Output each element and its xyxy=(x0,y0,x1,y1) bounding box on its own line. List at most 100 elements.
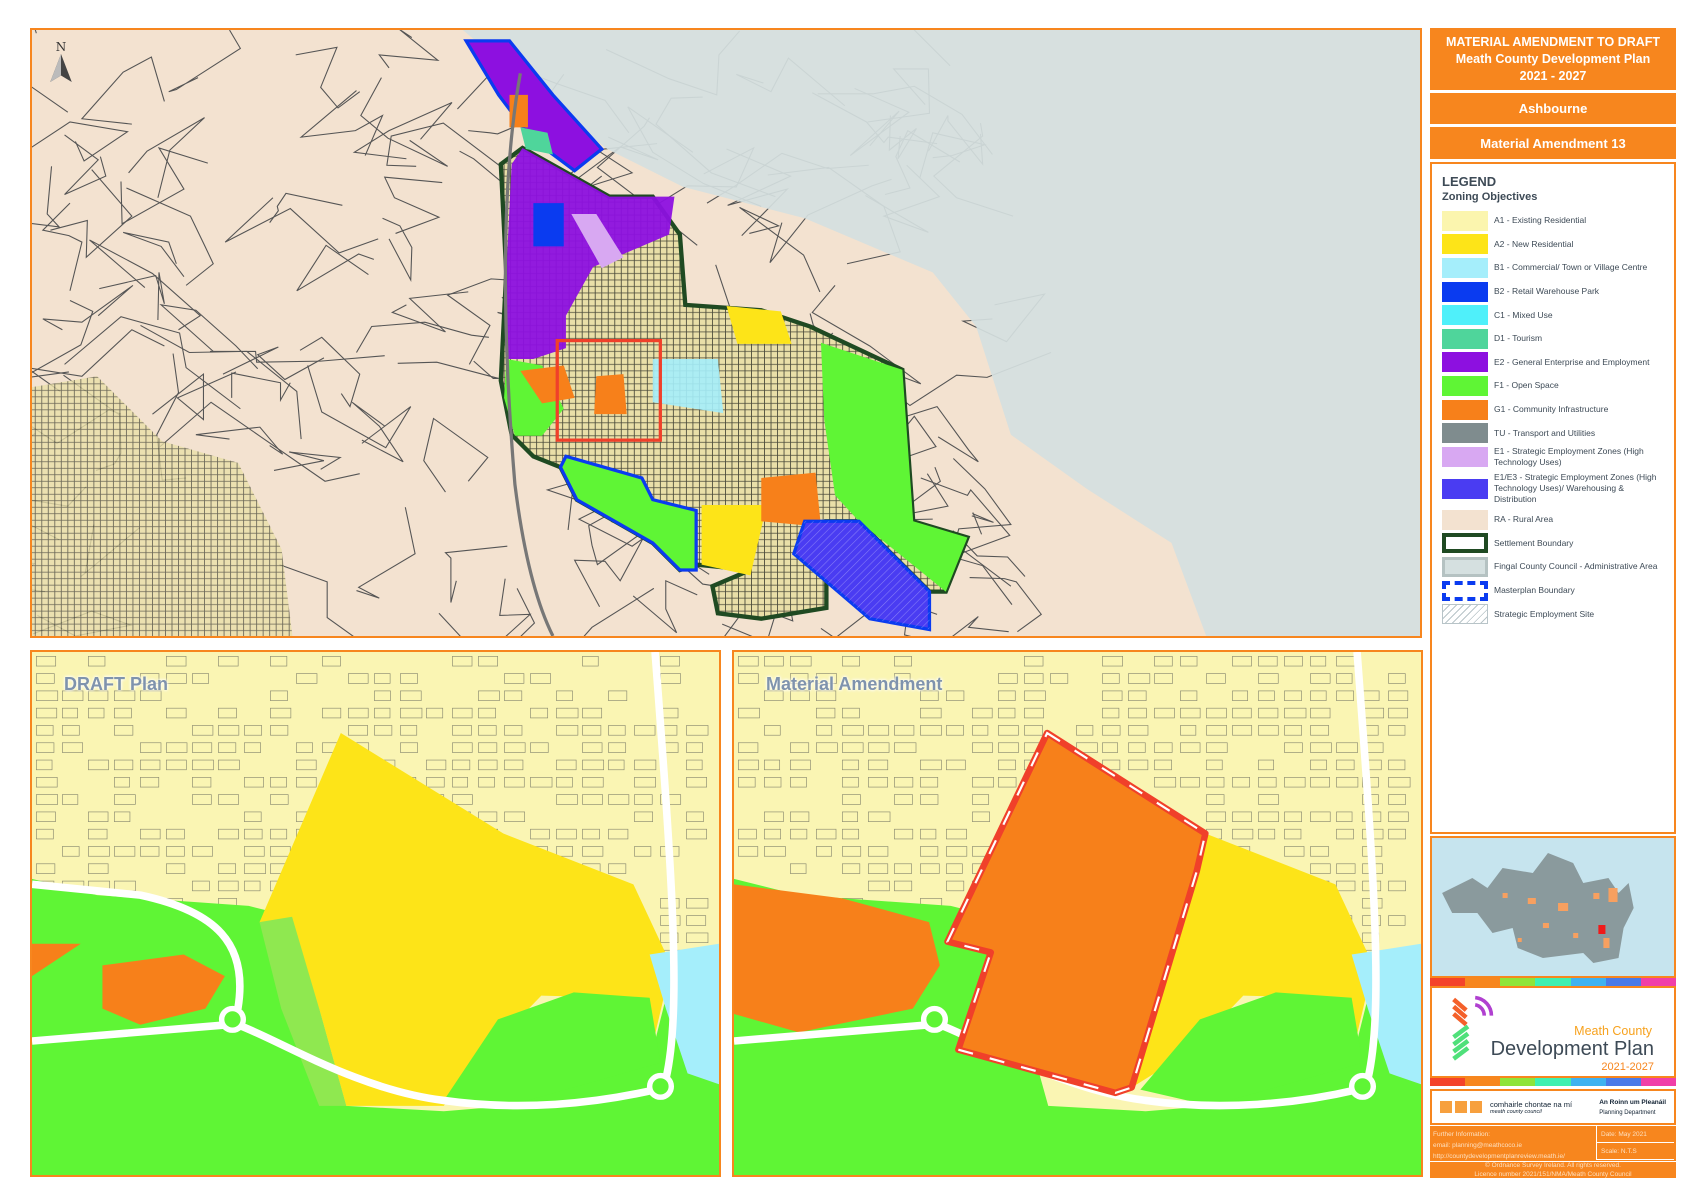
building-footprint xyxy=(504,811,525,822)
building-footprint xyxy=(192,846,213,857)
building-footprint xyxy=(660,932,679,943)
strip-segment xyxy=(1570,978,1606,986)
building-footprint xyxy=(218,655,239,667)
building-footprint xyxy=(374,690,391,701)
building-footprint xyxy=(244,880,261,892)
amendment-site-locator-box[interactable] xyxy=(555,338,662,442)
field-boundary-line xyxy=(351,401,404,463)
building-footprint xyxy=(972,811,990,822)
building-footprint xyxy=(88,846,110,857)
zone-g1-west xyxy=(520,365,575,404)
building-footprint xyxy=(1206,707,1227,719)
field-boundary-line xyxy=(588,503,651,566)
building-footprint xyxy=(1206,673,1226,684)
building-footprint xyxy=(998,777,1017,788)
building-footprint xyxy=(1284,707,1307,719)
building-footprint xyxy=(530,707,549,719)
building-footprint xyxy=(192,777,212,788)
building-footprint xyxy=(1154,707,1175,719)
legend-swatch xyxy=(1442,478,1488,499)
building-footprint xyxy=(1102,707,1120,719)
building-footprint xyxy=(946,828,967,840)
field-boundary-line xyxy=(32,300,94,378)
building-footprint xyxy=(1206,777,1225,788)
building-footprint xyxy=(452,794,473,805)
website-link[interactable]: http://countydevelopmentplanreview.meath… xyxy=(1433,1153,1565,1160)
zone-f1-green-wedge xyxy=(259,916,347,1106)
building-footprint xyxy=(348,725,368,736)
building-footprint xyxy=(504,690,523,701)
building-footprint xyxy=(1180,707,1201,719)
building-footprint xyxy=(530,777,553,788)
field-boundary-line xyxy=(279,564,354,636)
strip-segment xyxy=(1430,978,1466,986)
legend-item: B1 - Commercial/ Town or Village Centre xyxy=(1442,256,1664,280)
building-footprint xyxy=(1128,690,1147,701)
building-footprint xyxy=(530,673,551,684)
legend-swatch xyxy=(1442,328,1488,349)
field-boundary-line xyxy=(152,371,237,421)
building-footprint xyxy=(114,707,132,719)
strip-segment xyxy=(1570,1078,1606,1086)
building-footprint xyxy=(36,794,58,805)
field-boundary-line xyxy=(307,365,412,449)
legend-label: B1 - Commercial/ Town or Village Centre xyxy=(1494,262,1648,273)
building-footprint xyxy=(972,707,993,719)
zone-b1-town-centre xyxy=(652,358,724,414)
strip-segment xyxy=(1500,978,1536,986)
building-footprint xyxy=(1206,742,1228,753)
building-footprint xyxy=(582,725,602,736)
zone-d1-tourism xyxy=(520,127,553,155)
building-footprint xyxy=(504,725,523,736)
building-footprint xyxy=(556,707,579,719)
zone-b1-commercial xyxy=(649,943,719,1085)
building-footprint xyxy=(868,863,889,874)
building-footprint xyxy=(1232,811,1252,822)
main-overview-map[interactable]: N xyxy=(30,28,1422,638)
building-footprint xyxy=(894,673,911,684)
building-footprint xyxy=(790,690,810,701)
zone-f1-inner xyxy=(1140,992,1363,1106)
building-footprint xyxy=(998,673,1018,684)
building-footprint xyxy=(1076,742,1098,753)
draft-plan-map[interactable]: DRAFT Plan xyxy=(30,650,721,1177)
legend-swatch xyxy=(1442,447,1488,468)
field-boundary-line xyxy=(423,417,489,493)
building-footprint xyxy=(764,828,781,840)
building-footprint xyxy=(192,794,212,805)
building-footprint xyxy=(608,863,627,874)
field-boundary-line xyxy=(120,147,208,225)
building-footprint xyxy=(1388,828,1406,840)
field-boundary-line xyxy=(875,405,979,463)
zone-a2-new-residential xyxy=(259,733,672,1106)
building-footprint xyxy=(998,690,1016,701)
building-footprint xyxy=(842,777,859,788)
title-block: MATERIAL AMENDMENT TO DRAFT Meath County… xyxy=(1429,27,1677,91)
building-footprint xyxy=(842,863,861,874)
field-boundary-line xyxy=(920,477,1011,558)
town-name: Ashbourne xyxy=(1429,92,1677,125)
building-footprint xyxy=(140,828,161,840)
building-footprint xyxy=(556,777,573,788)
logo-line-3: 2021-2027 xyxy=(1601,1061,1654,1073)
building-footprint xyxy=(452,759,471,771)
building-footprint xyxy=(1336,759,1355,771)
email[interactable]: email: planning@meathcoco.ie xyxy=(1433,1142,1522,1149)
building-footprint xyxy=(192,742,213,753)
building-footprint xyxy=(322,655,341,667)
building-footprint xyxy=(1024,690,1046,701)
field-boundary-line xyxy=(209,350,385,363)
field-boundary-line xyxy=(222,346,325,381)
building-footprint xyxy=(842,828,860,840)
building-footprint xyxy=(816,707,836,719)
building-footprint xyxy=(790,863,807,874)
building-footprint xyxy=(1024,725,1043,736)
building-footprint xyxy=(582,707,603,719)
field-boundary-line xyxy=(99,272,165,321)
scale: Scale: N.T.S xyxy=(1597,1143,1674,1160)
legend-swatch xyxy=(1442,234,1488,255)
material-amendment-map[interactable]: Material Amendment xyxy=(732,650,1423,1177)
building-footprint xyxy=(686,725,709,736)
field-boundary-line xyxy=(80,56,165,125)
building-footprint xyxy=(738,707,760,719)
